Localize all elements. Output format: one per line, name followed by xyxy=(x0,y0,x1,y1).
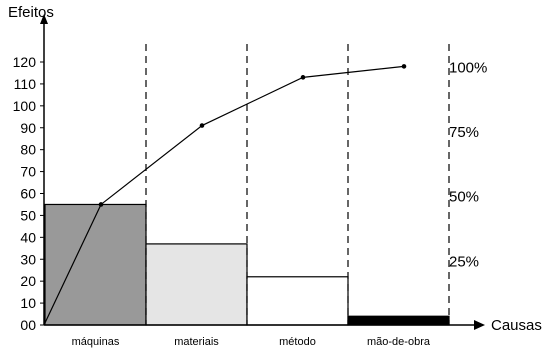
category-label-1: materiais xyxy=(174,336,219,348)
cumulative-point-2 xyxy=(300,75,306,80)
percent-labels-group: 100% 75% 50% 25% xyxy=(449,59,487,270)
y-tick-label: 30 xyxy=(20,251,36,267)
cumulative-point-0 xyxy=(98,202,104,207)
cumulative-point-1 xyxy=(199,123,205,128)
category-label-0: máquinas xyxy=(72,336,120,348)
x-axis-arrow xyxy=(474,320,485,330)
category-labels-group: máquinas materiais método mão-de-obra xyxy=(72,336,431,348)
category-label-3: mão-de-obra xyxy=(367,336,431,348)
axes-group xyxy=(40,14,485,330)
percent-label-1: 75% xyxy=(449,124,479,141)
y-tick-label: 60 xyxy=(20,186,36,202)
cumulative-point-3 xyxy=(401,64,407,69)
bars-group xyxy=(44,203,450,326)
y-tick-label: 110 xyxy=(14,76,37,92)
bar-2 xyxy=(246,276,349,326)
y-tick-label: 10 xyxy=(20,295,36,311)
category-label-2: método xyxy=(279,336,316,348)
x-axis-label: Causas xyxy=(491,317,542,334)
y-tick-label: 100 xyxy=(13,98,37,114)
percent-label-2: 50% xyxy=(449,189,479,206)
divider-lines-group xyxy=(145,44,450,325)
cumulative-line-group xyxy=(43,64,407,326)
percent-label-0: 100% xyxy=(449,59,487,76)
y-axis-arrow xyxy=(40,14,48,24)
bar-0 xyxy=(44,203,147,326)
percent-label-3: 25% xyxy=(449,253,479,270)
y-tick-label: 00 xyxy=(20,317,36,333)
y-tick-label: 90 xyxy=(20,120,36,136)
y-tick-label: 120 xyxy=(13,54,37,70)
y-tick-label: 80 xyxy=(20,142,36,158)
bar-3 xyxy=(347,315,450,326)
y-tick-label: 70 xyxy=(20,164,36,180)
y-tick-label: 50 xyxy=(20,207,36,223)
y-axis-label: Efeitos xyxy=(8,4,54,21)
bar-1 xyxy=(145,243,248,326)
y-tick-label: 40 xyxy=(20,229,36,245)
y-ticks-group: 00 10 20 30 40 50 60 70 80 90 100 110 120 xyxy=(13,54,44,333)
y-tick-label: 20 xyxy=(20,273,36,289)
